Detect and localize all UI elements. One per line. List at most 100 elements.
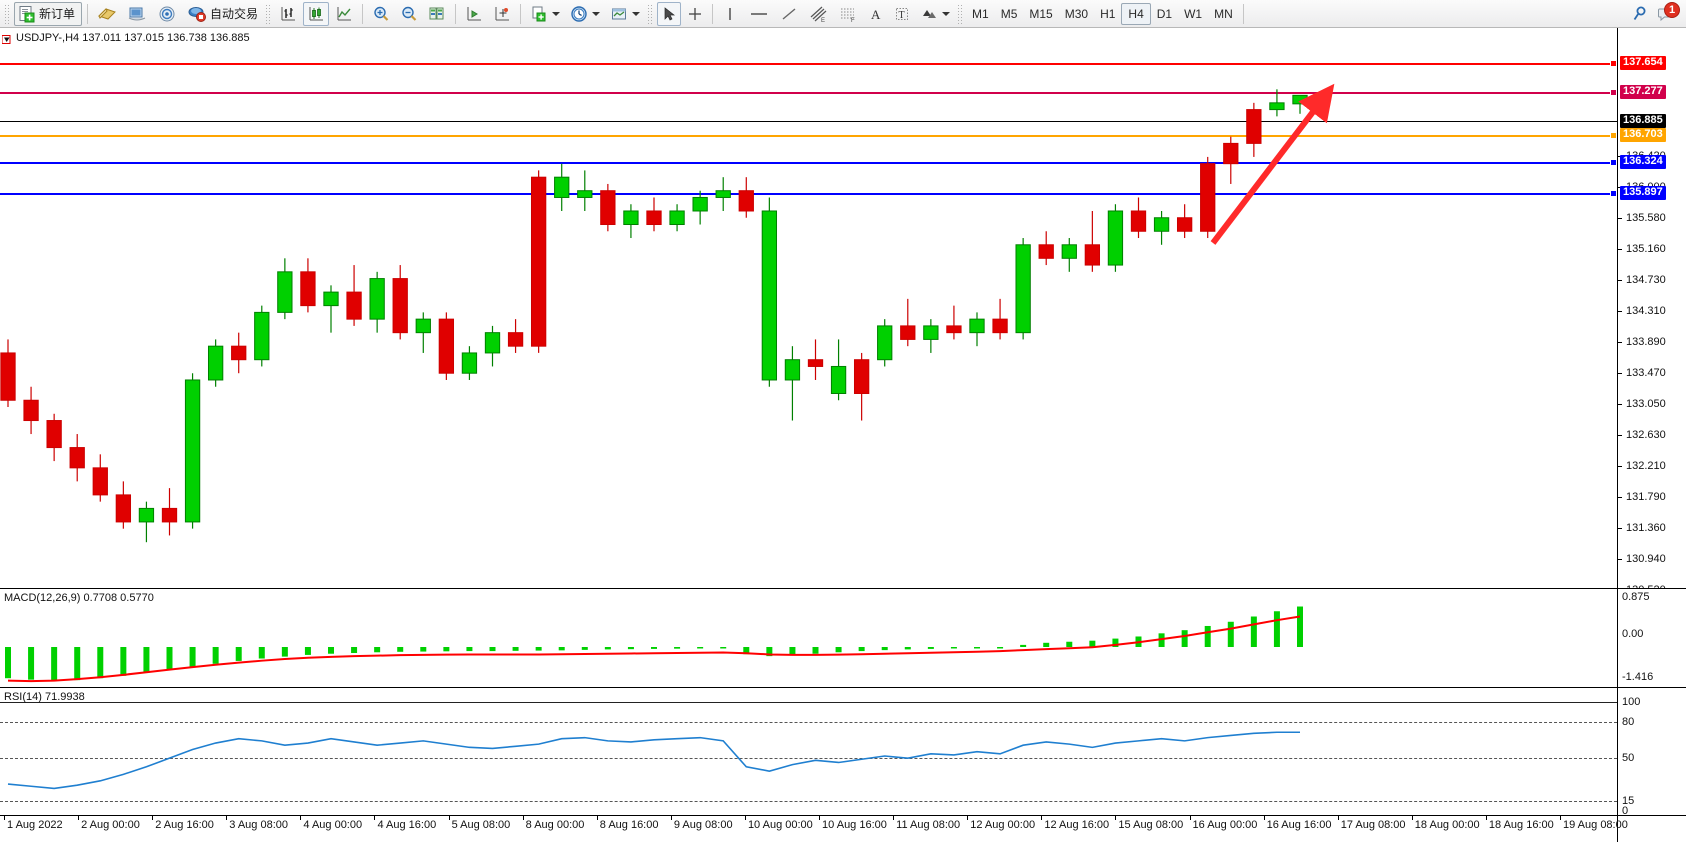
period-button[interactable] (566, 2, 604, 26)
chart-canvas[interactable]: USDJPY-,H4 137.011 137.015 136.738 136.8… (0, 28, 1686, 842)
level-anchor-resistance-lower[interactable] (1610, 89, 1617, 96)
candle-body (1246, 109, 1262, 144)
macd-histogram-bar (720, 647, 727, 649)
timeframe-h4[interactable]: H4 (1121, 2, 1151, 25)
chevron-down-icon-2[interactable] (592, 11, 601, 16)
text-button[interactable]: A (864, 2, 888, 26)
candlestick-chart-button[interactable] (303, 1, 330, 26)
toolbar-grip[interactable] (3, 2, 10, 25)
text-label-button[interactable]: T (890, 2, 914, 26)
timeframe-mn[interactable]: MN (1214, 6, 1233, 21)
fibonacci-button[interactable]: F (834, 2, 862, 26)
time-axis-tick (522, 816, 524, 820)
macd-histogram-bar (466, 647, 473, 652)
cursor-button[interactable] (657, 1, 682, 26)
price-tag-resistance-lower[interactable]: 137.277 (1620, 85, 1666, 99)
toolbar-grip-2[interactable] (264, 2, 272, 25)
zoom-out-button[interactable] (396, 2, 422, 26)
toolbar-grip-4[interactable] (956, 2, 964, 25)
timeframe-d1[interactable]: D1 (1156, 6, 1173, 21)
macd-histogram-bar (835, 647, 842, 653)
alerts-button[interactable]: 1 (1654, 1, 1680, 25)
new-order-button[interactable]: 新订单 (14, 1, 83, 26)
price-pane[interactable]: USDJPY-,H4 137.011 137.015 136.738 136.8… (0, 28, 1686, 621)
time-axis-tick (226, 816, 228, 820)
data-window-button[interactable] (461, 2, 487, 26)
autotrading-button[interactable]: 自动交易 (183, 2, 262, 26)
trendline-button[interactable] (776, 2, 802, 26)
level-anchor-pending-order[interactable] (1610, 132, 1617, 139)
price-axis-tick (1618, 404, 1622, 405)
macd-histogram-bar (604, 647, 611, 650)
rsi-pane[interactable]: RSI(14) 71.9938 100 80 50 15 0 (0, 688, 1686, 817)
search-button[interactable] (1627, 2, 1653, 26)
rsi-line (7, 731, 1300, 790)
time-axis-divider (1617, 816, 1618, 842)
macd-histogram-bar (512, 647, 519, 651)
shapes-button[interactable] (916, 2, 954, 26)
price-tag-last-price[interactable]: 136.885 (1620, 114, 1666, 128)
bar-chart-button[interactable] (275, 2, 301, 26)
equidistant-channel-button[interactable]: E (804, 2, 832, 26)
templates-icon (612, 8, 627, 19)
level-anchor-resistance-upper[interactable] (1610, 60, 1617, 67)
vertical-line-icon (729, 7, 731, 20)
zoom-in-button[interactable] (368, 2, 394, 26)
tile-windows-button[interactable] (424, 2, 450, 26)
price-line-last-price[interactable] (0, 121, 1617, 122)
price-tag-support-upper[interactable]: 136.324 (1620, 155, 1666, 169)
macd-pane[interactable]: MACD(12,26,9) 0.7708 0.5770 0.875 0.00 -… (0, 588, 1686, 688)
price-axis-tick (1618, 435, 1622, 436)
macd-histogram-bar (674, 647, 681, 649)
timeframe-m15[interactable]: M15 (1029, 6, 1053, 21)
price-tag-resistance-upper[interactable]: 137.654 (1620, 56, 1666, 70)
time-axis-tick (300, 816, 302, 820)
macd-histogram-bar (651, 647, 657, 649)
time-axis[interactable]: 1 Aug 2022 2 Aug 00:00 2 Aug 16:00 3 Aug 08… (0, 816, 1686, 842)
timeframe-h1[interactable]: H1 (1100, 6, 1116, 21)
macd-histogram-bar (1043, 642, 1050, 647)
horizontal-line-button[interactable] (744, 2, 774, 26)
price-line-support-upper[interactable] (0, 162, 1617, 164)
level-anchor-support-lower[interactable] (1610, 190, 1617, 197)
candle-body (692, 196, 708, 212)
shapes-icon (923, 9, 937, 18)
signals-button[interactable] (153, 2, 181, 26)
templates-button[interactable] (606, 2, 644, 26)
time-axis-label: 18 Aug 16:00 (1488, 819, 1554, 831)
price-line-resistance-upper[interactable] (0, 63, 1617, 65)
timeframe-m1[interactable]: M1 (972, 6, 989, 21)
level-anchor-support-upper[interactable] (1610, 159, 1617, 166)
price-line-pending-order[interactable] (0, 135, 1617, 137)
vertical-line-button[interactable] (718, 2, 742, 26)
price-axis-divider (1617, 28, 1618, 588)
macd-label: MACD(12,26,9) 0.7708 0.5770 (4, 592, 154, 604)
macd-histogram-bar (1297, 606, 1303, 647)
chevron-down-icon-3[interactable] (632, 11, 641, 16)
price-tag-support-lower[interactable]: 135.897 (1620, 186, 1666, 200)
timeframe-m30[interactable]: M30 (1064, 6, 1089, 21)
crosshair-button[interactable] (683, 2, 707, 26)
template-button[interactable] (93, 2, 121, 26)
bullish-trend-arrow[interactable] (0, 28, 1617, 588)
chevron-down-icon[interactable] (552, 11, 561, 16)
price-axis-label: 132.630 (1626, 429, 1666, 441)
price-tag-pending-order[interactable]: 136.703 (1620, 128, 1666, 142)
price-line-support-lower[interactable] (0, 193, 1617, 195)
macd-histogram-bar (397, 647, 404, 652)
price-line-resistance-lower[interactable] (0, 92, 1617, 94)
time-axis-label: 1 Aug 2022 (7, 819, 63, 831)
candle-body (254, 311, 270, 361)
indicators-button[interactable] (489, 2, 515, 26)
new-chart-button[interactable] (526, 2, 564, 26)
candle-body (807, 359, 824, 367)
terminal-button[interactable] (123, 2, 151, 26)
timeframe-w1[interactable]: W1 (1184, 6, 1203, 21)
candle-body (1061, 244, 1077, 259)
toolbar-grip-3[interactable] (646, 2, 654, 25)
chevron-down-icon-4[interactable] (942, 11, 951, 16)
line-chart-button[interactable] (331, 2, 357, 26)
macd-signal-line (7, 615, 1301, 683)
chart-collapse-arrow[interactable] (1, 32, 14, 44)
timeframe-m5[interactable]: M5 (1000, 6, 1018, 21)
